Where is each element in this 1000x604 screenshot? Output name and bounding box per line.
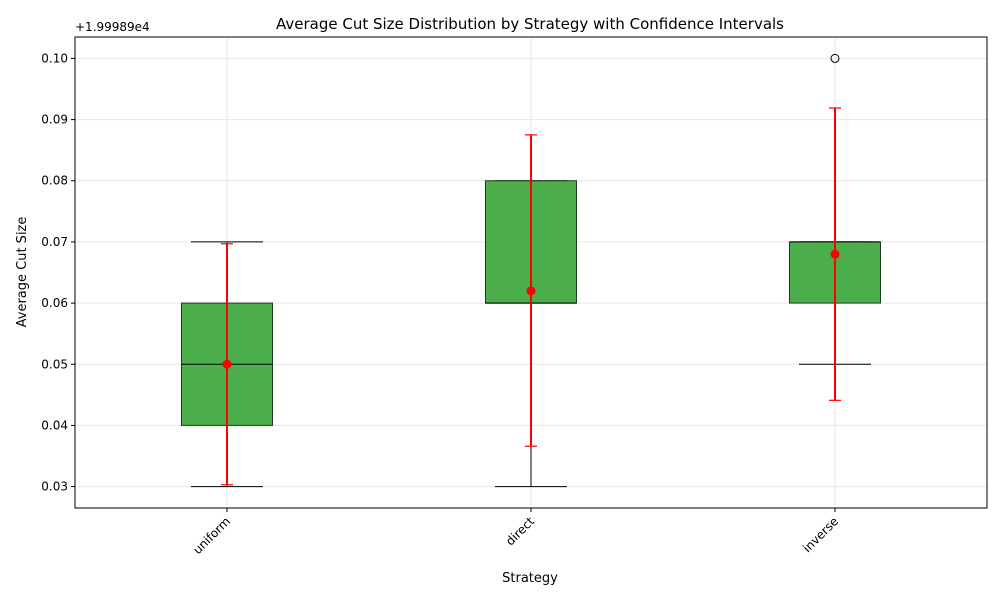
x-tick-label: inverse [800,514,841,555]
y-tick-label: 0.06 [41,296,68,310]
y-tick-label: 0.04 [41,418,68,432]
y-axis-label: Average Cut Size [15,217,30,328]
chart-title: Average Cut Size Distribution by Strateg… [276,15,784,33]
y-tick-label: 0.03 [41,480,68,494]
confidence-interval-layer [221,107,841,486]
ci-inverse [829,107,841,401]
x-tick-label: direct [503,514,537,548]
mean-point [526,286,536,296]
y-tick-label: 0.08 [41,174,68,188]
y-tick-label: 0.09 [41,113,68,127]
mean-point [222,359,232,369]
x-axis-label: Strategy [502,571,558,586]
y-tick-label: 0.05 [41,357,68,371]
y-tick-label: 0.10 [41,51,68,65]
y-tick-label: 0.07 [41,235,68,249]
y-axis: 0.03 0.04 0.05 0.06 0.07 0.08 0.09 0.10 [41,51,75,494]
x-axis: uniform direct inverse [190,508,841,557]
ci-uniform [221,243,233,486]
outlier-point [830,53,840,63]
ci-direct [525,134,537,447]
x-tick-label: uniform [190,514,233,557]
mean-point [830,249,840,259]
y-offset-label: +1.99989e4 [75,20,150,34]
